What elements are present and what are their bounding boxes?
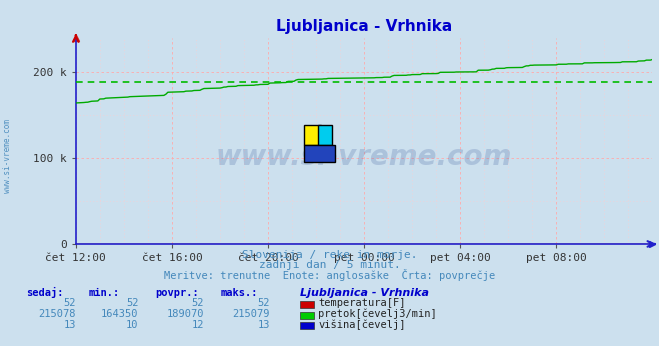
Text: 164350: 164350 <box>101 309 138 319</box>
Text: 52: 52 <box>63 298 76 308</box>
Text: pretok[čevelj3/min]: pretok[čevelj3/min] <box>318 309 437 319</box>
FancyBboxPatch shape <box>304 145 335 162</box>
Text: Meritve: trenutne  Enote: anglosaške  Črta: povprečje: Meritve: trenutne Enote: anglosaške Črta… <box>164 268 495 281</box>
Text: www.si-vreme.com: www.si-vreme.com <box>216 144 512 172</box>
Text: Ljubljanica - Vrhnika: Ljubljanica - Vrhnika <box>300 288 429 298</box>
FancyBboxPatch shape <box>304 125 321 145</box>
Text: Slovenija / reke in morje.: Slovenija / reke in morje. <box>242 250 417 260</box>
Text: povpr.:: povpr.: <box>155 288 198 298</box>
Text: zadnji dan / 5 minut.: zadnji dan / 5 minut. <box>258 260 401 270</box>
Text: min.:: min.: <box>89 288 120 298</box>
Text: 12: 12 <box>192 320 204 330</box>
Text: 52: 52 <box>126 298 138 308</box>
Text: www.si-vreme.com: www.si-vreme.com <box>3 119 13 193</box>
Text: 52: 52 <box>258 298 270 308</box>
Text: 215079: 215079 <box>233 309 270 319</box>
Text: 52: 52 <box>192 298 204 308</box>
Text: 13: 13 <box>63 320 76 330</box>
Text: 10: 10 <box>126 320 138 330</box>
FancyBboxPatch shape <box>318 125 332 145</box>
Text: 215078: 215078 <box>38 309 76 319</box>
Text: temperatura[F]: temperatura[F] <box>318 298 406 308</box>
Text: 189070: 189070 <box>167 309 204 319</box>
Text: sedaj:: sedaj: <box>26 287 64 298</box>
Title: Ljubljanica - Vrhnika: Ljubljanica - Vrhnika <box>276 19 452 34</box>
Text: 13: 13 <box>258 320 270 330</box>
Text: višina[čevelj]: višina[čevelj] <box>318 319 406 330</box>
Text: maks.:: maks.: <box>221 288 258 298</box>
